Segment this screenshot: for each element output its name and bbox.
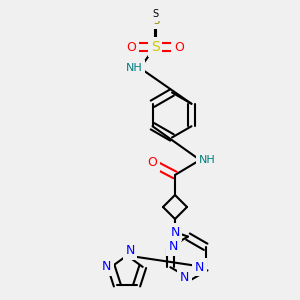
Text: NH: NH [126, 63, 142, 73]
Text: N: N [169, 240, 178, 253]
Text: O: O [174, 40, 184, 53]
Text: S: S [152, 9, 158, 19]
Text: S: S [153, 16, 159, 26]
Text: O: O [126, 40, 136, 53]
Text: N: N [195, 261, 204, 274]
Text: S: S [151, 40, 159, 54]
Text: O: O [147, 157, 157, 169]
Text: N: N [170, 226, 180, 238]
Text: N: N [125, 244, 135, 257]
Text: NH: NH [199, 155, 216, 165]
Text: N: N [102, 260, 112, 273]
Text: N: N [180, 271, 189, 284]
